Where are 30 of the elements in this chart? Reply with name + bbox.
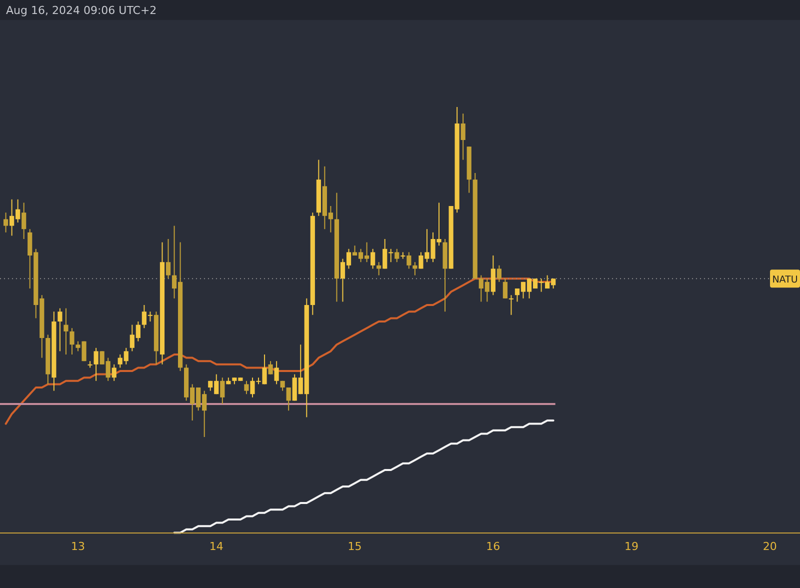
- candlestick: [370, 248, 376, 270]
- candlestick: [166, 238, 171, 280]
- ref-line-label: NATU: [772, 274, 798, 286]
- candlestick: [220, 377, 225, 404]
- candlestick: [400, 252, 406, 260]
- candlestick: [22, 202, 26, 240]
- candlestick: [496, 264, 502, 282]
- candlestick: [112, 364, 116, 382]
- candlestick: [70, 328, 74, 355]
- candlestick: [394, 248, 400, 263]
- x-tick-label: 20: [762, 540, 777, 553]
- x-tick-label: 15: [348, 540, 362, 553]
- x-tick-label: 14: [209, 540, 224, 553]
- candlestick: [406, 252, 412, 270]
- x-tick-label: 13: [71, 540, 85, 553]
- candlestick: [502, 278, 508, 299]
- candlestick: [490, 255, 496, 296]
- text: Aug 16, 2024 09:06 UTC+2: [6, 4, 157, 17]
- candlestick: [274, 360, 279, 385]
- candlestick: [508, 294, 514, 316]
- x-tick-label: 16: [486, 540, 500, 553]
- x-tick-label: 19: [624, 540, 639, 553]
- candlestick: [58, 308, 62, 352]
- candlestick: [244, 380, 249, 395]
- candlestick: [4, 212, 8, 233]
- candlestick: [460, 113, 466, 160]
- candlestick: [268, 360, 273, 375]
- candlestick: [64, 308, 68, 355]
- candlestick: [286, 387, 291, 412]
- candlestick: [94, 347, 98, 382]
